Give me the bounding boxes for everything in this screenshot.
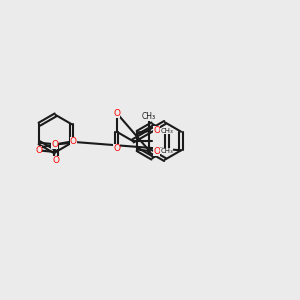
Text: CH₃: CH₃ — [160, 128, 173, 134]
Text: O: O — [153, 147, 160, 156]
Text: O: O — [113, 109, 120, 118]
Text: CH₃: CH₃ — [142, 112, 156, 121]
Text: CH₃: CH₃ — [160, 148, 173, 154]
Text: O: O — [113, 144, 120, 153]
Text: O: O — [52, 156, 59, 165]
Text: O: O — [70, 137, 77, 146]
Text: O: O — [35, 146, 42, 155]
Text: O: O — [51, 140, 58, 149]
Text: O: O — [153, 126, 160, 135]
